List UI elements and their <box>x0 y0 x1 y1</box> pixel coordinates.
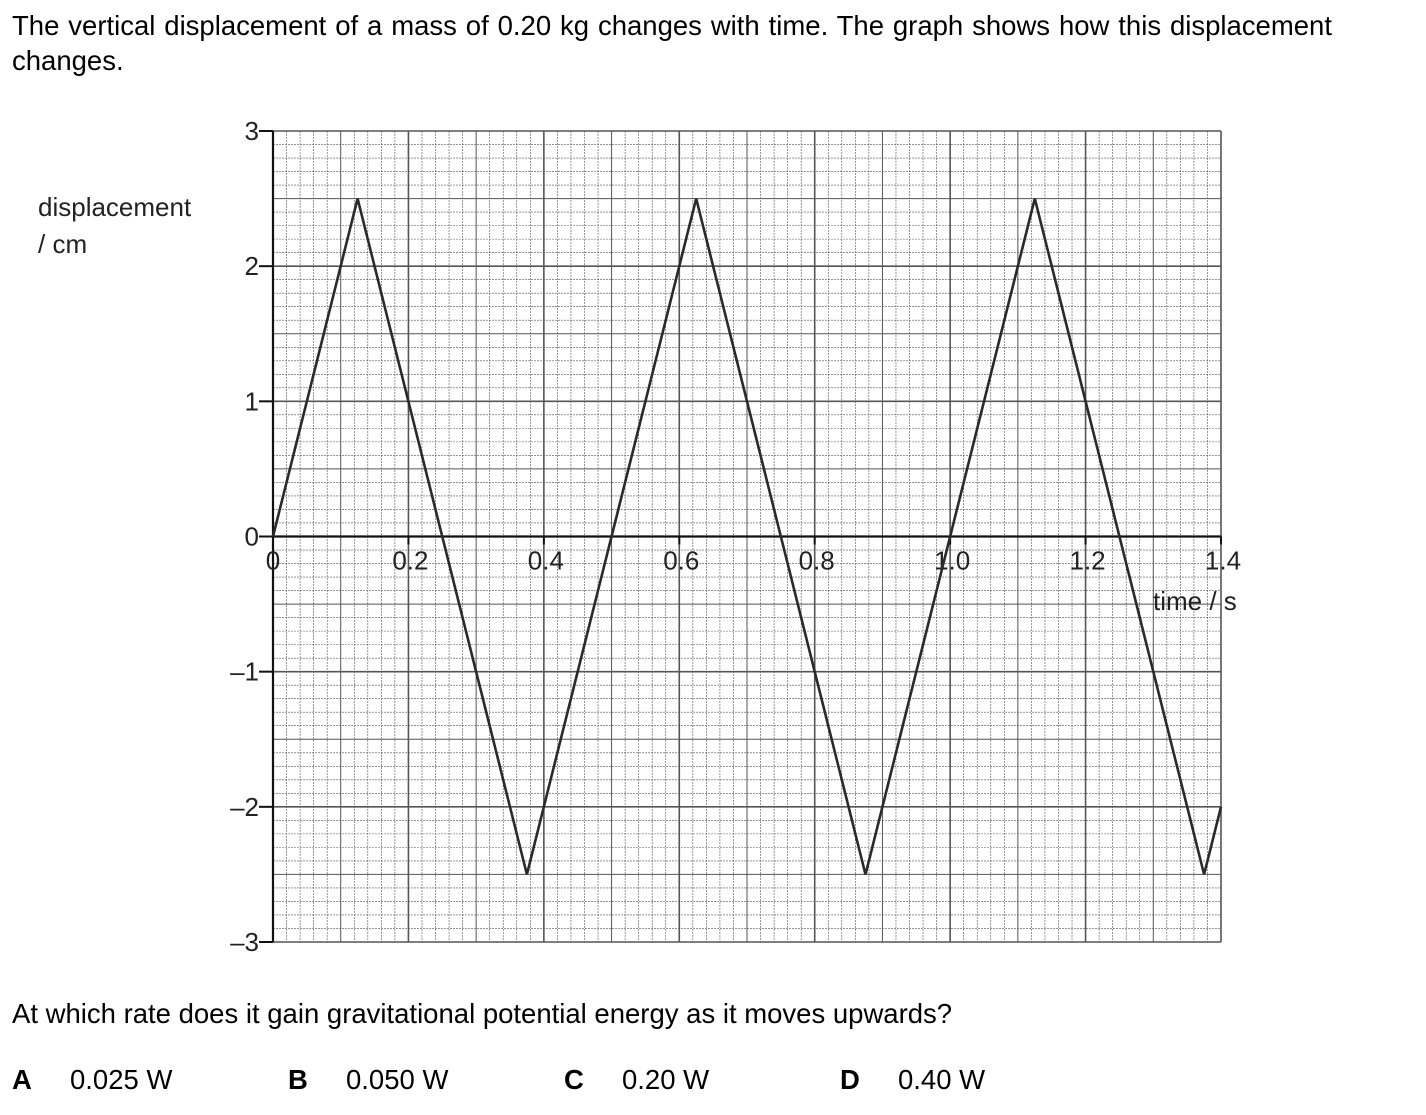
y-tick-label: 3 <box>245 116 259 146</box>
series-line-displacement <box>271 198 1223 875</box>
option-b-letter: B <box>288 1064 308 1095</box>
option-c[interactable]: C 0.20 W <box>564 1064 709 1096</box>
x-tick-label: 0.2 <box>392 546 428 576</box>
option-a[interactable]: A 0.025 W <box>12 1064 172 1096</box>
x-tick-label: 1.4 <box>1205 546 1241 576</box>
x-tick-label: 0 <box>266 546 280 576</box>
option-b[interactable]: B 0.050 W <box>288 1064 448 1096</box>
x-tick-labels: 0 0.2 0.4 0.6 0.8 1.0 1.2 1.4 <box>266 536 1241 576</box>
y-tick-label: –1 <box>230 657 259 687</box>
option-d-text: 0.40 W <box>898 1064 986 1095</box>
option-c-text: 0.20 W <box>622 1064 710 1095</box>
y-tick-labels: 3 2 1 0 –1 –2 –3 <box>230 116 273 957</box>
x-axis-label: time / s <box>1153 586 1237 616</box>
option-d-letter: D <box>840 1064 860 1095</box>
x-tick-label: 0.4 <box>528 546 564 576</box>
y-tick-label: 1 <box>245 386 259 416</box>
y-axis-label-line1: displacement <box>38 192 192 222</box>
option-d[interactable]: D 0.40 W <box>840 1064 985 1096</box>
displacement-time-graph: 3 2 1 0 –1 –2 –3 0 0.2 0.4 0.6 0.8 1.0 1.2 1.4 displa… <box>38 116 1241 957</box>
question-prompt: At which rate does it gain gravitational… <box>12 998 953 1029</box>
option-a-text: 0.025 W <box>70 1064 173 1095</box>
x-tick-label: 0.6 <box>663 546 699 576</box>
y-tick-label: –2 <box>230 792 259 822</box>
y-tick-label: 2 <box>245 251 259 281</box>
y-tick-label: –3 <box>230 927 259 957</box>
series <box>271 198 1223 875</box>
option-c-letter: C <box>564 1064 584 1095</box>
option-a-letter: A <box>12 1064 32 1095</box>
option-b-text: 0.050 W <box>346 1064 449 1095</box>
x-tick-label: 1.2 <box>1069 546 1105 576</box>
y-tick-label: 0 <box>245 522 259 552</box>
question-intro: The vertical displacement of a mass of 0… <box>12 10 1332 76</box>
x-tick-label: 1.0 <box>934 546 970 576</box>
y-axis-label-line2: / cm <box>38 229 87 259</box>
answer-options: A 0.025 W B 0.050 W C 0.20 W D 0.40 W <box>0 1064 1426 1104</box>
x-tick-label: 0.8 <box>799 546 835 576</box>
